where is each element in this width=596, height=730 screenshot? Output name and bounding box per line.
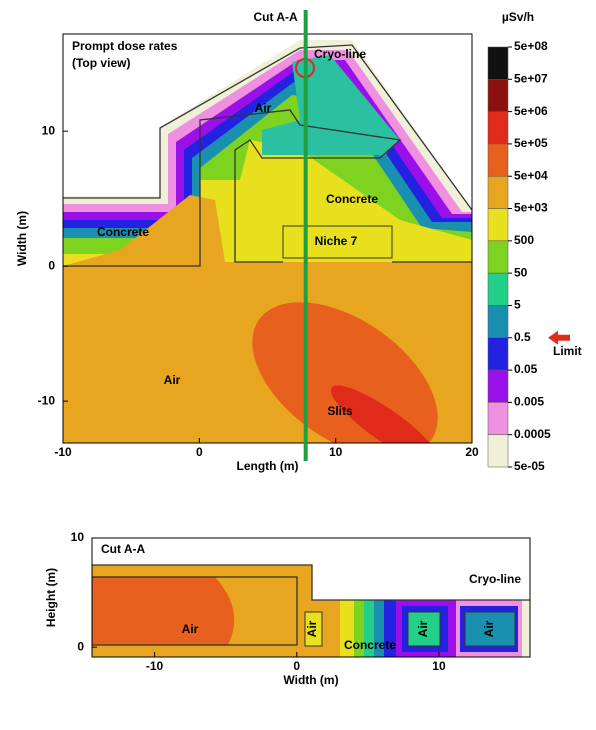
y-tick-label: 10 [42, 123, 56, 137]
y-tick-label: -10 [38, 393, 56, 407]
colorbar-tick-label: 5e+03 [514, 201, 548, 215]
colorbar-swatch [487, 434, 509, 468]
colorbar-swatch [487, 402, 509, 435]
colorbar-swatch [487, 46, 509, 80]
annotation: Air [255, 101, 272, 115]
panel-title: Cut A-A [101, 542, 146, 556]
x-axis-label: Length (m) [237, 459, 299, 473]
y-tick-label: 0 [48, 258, 55, 272]
colorbar-title: µSv/h [502, 10, 534, 24]
colorbar-tick-label: 5e+08 [514, 39, 548, 53]
colorbar-swatch [487, 337, 509, 371]
x-tick-label: 10 [329, 445, 343, 459]
colorbar-swatch [487, 240, 509, 274]
colorbar-tick-label: 0.05 [514, 362, 538, 376]
bottom-frame [91, 537, 531, 658]
x-tick-label: 0 [196, 445, 203, 459]
colorbar-swatch [487, 143, 509, 177]
annotation: Concrete [344, 638, 396, 652]
colorbar-tick-label: 500 [514, 233, 534, 247]
annotation: Cryo-line [469, 572, 521, 586]
annotation: Air [305, 620, 319, 637]
colorbar-tick-label: 5e+07 [514, 71, 548, 85]
colorbar-tick-label: 0.005 [514, 395, 544, 409]
x-tick-label: 10 [432, 659, 446, 673]
y-tick-label: 0 [77, 639, 84, 653]
annotation: Slits [327, 404, 353, 418]
y-tick-label: 10 [71, 530, 85, 544]
limit-label: Limit [553, 344, 582, 358]
colorbar-swatch [487, 208, 509, 242]
annotation: Air [164, 373, 181, 387]
annotation: Niche 7 [315, 234, 358, 248]
top-frame [62, 33, 473, 444]
top-field [63, 34, 472, 443]
colorbar-tick-label: 5e-05 [514, 459, 545, 473]
bottom-field [92, 538, 530, 657]
x-tick-label: -10 [54, 445, 72, 459]
colorbar-tick-label: 5e+05 [514, 136, 548, 150]
x-tick-label: -10 [146, 659, 164, 673]
colorbar-tick-label: 50 [514, 265, 528, 279]
y-axis-label: Height (m) [44, 568, 58, 627]
colorbar-tick-label: 5e+04 [514, 168, 548, 182]
colorbar-tick-label: 0.0005 [514, 427, 551, 441]
colorbar-tick-label: 0.5 [514, 330, 531, 344]
panel-subtitle: (Top view) [72, 56, 130, 70]
y-axis-label: Width (m) [15, 211, 29, 266]
annotation: Concrete [326, 192, 378, 206]
colorbar-swatch [487, 369, 509, 403]
panel-title: Prompt dose rates [72, 39, 178, 53]
limit-arrow [548, 330, 570, 345]
x-tick-label: 0 [293, 659, 300, 673]
colorbar-swatch [487, 111, 509, 145]
colorbar-swatch [487, 79, 509, 112]
colorbar-swatch [487, 305, 509, 339]
colorbar-tick-label: 5e+06 [514, 104, 548, 118]
annotation: Air [416, 620, 430, 637]
x-tick-label: 20 [465, 445, 479, 459]
colorbar-swatch [487, 175, 509, 209]
cut-label: Cut A-A [253, 10, 298, 24]
colorbar-tick-label: 5 [514, 298, 521, 312]
colorbar-swatch [487, 272, 509, 306]
annotation: Air [482, 620, 496, 637]
annotation: Air [182, 622, 199, 636]
annotation: Cryo-line [314, 47, 366, 61]
x-axis-label: Width (m) [283, 673, 338, 687]
annotation: Concrete [97, 225, 149, 239]
